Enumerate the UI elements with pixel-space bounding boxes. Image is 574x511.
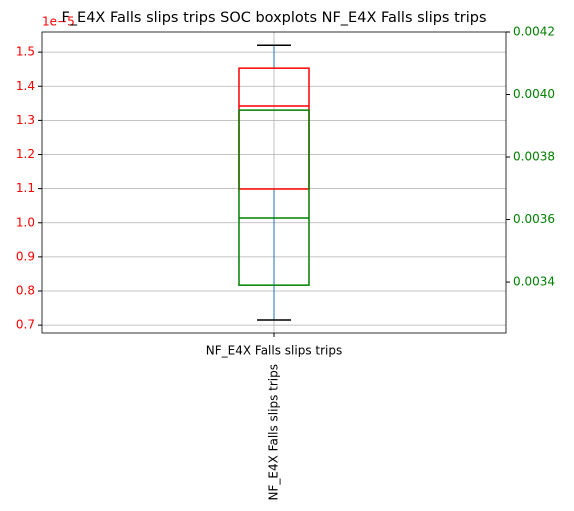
y2-tick-label: 0.0038 [513, 150, 555, 164]
y-tick-label: 0.7 [16, 318, 35, 332]
y-tick-label: 1.4 [16, 79, 35, 93]
x-tick-label: NF_E4X Falls slips trips [206, 344, 342, 358]
y2-tick-label: 0.0034 [513, 275, 555, 289]
y2-tick-label: 0.0036 [513, 212, 555, 226]
y-tick-label: 1.0 [16, 215, 35, 229]
y-tick-label: 0.9 [16, 249, 35, 263]
y-tick-label: 1.5 [16, 45, 35, 59]
y2-tick-label: 0.0042 [513, 25, 555, 39]
y-tick-label: 1.2 [16, 147, 35, 161]
y-tick-label: 0.8 [16, 284, 35, 298]
y2-tick-label: 0.0040 [513, 87, 555, 101]
x-axis-label: NF_E4X Falls slips trips [267, 364, 281, 500]
chart-title: F_E4X Falls slips trips SOC boxplots NF_… [61, 10, 486, 26]
y-tick-label: 1.1 [16, 181, 35, 195]
plot-frame [41, 31, 507, 334]
box [238, 109, 310, 286]
offset-label: 1e−5 [42, 15, 75, 29]
y-tick-label: 1.3 [16, 113, 35, 127]
